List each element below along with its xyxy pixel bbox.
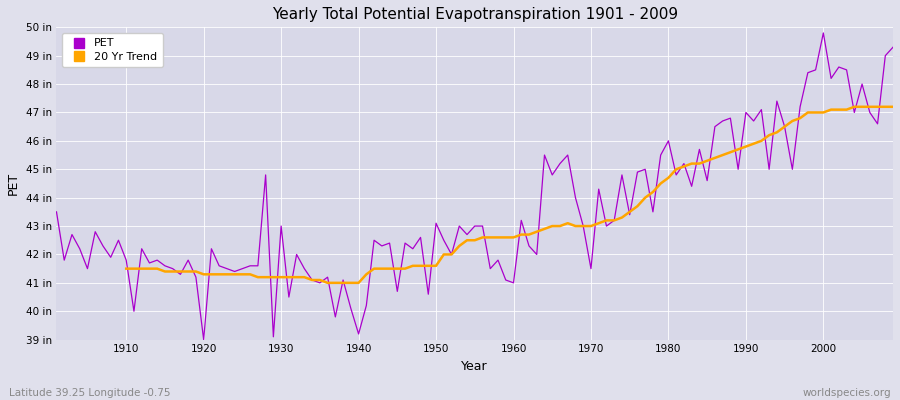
Text: Latitude 39.25 Longitude -0.75: Latitude 39.25 Longitude -0.75 (9, 388, 170, 398)
Text: worldspecies.org: worldspecies.org (803, 388, 891, 398)
Y-axis label: PET: PET (7, 172, 20, 195)
X-axis label: Year: Year (462, 360, 488, 373)
Title: Yearly Total Potential Evapotranspiration 1901 - 2009: Yearly Total Potential Evapotranspiratio… (272, 7, 678, 22)
Legend: PET, 20 Yr Trend: PET, 20 Yr Trend (62, 33, 163, 67)
